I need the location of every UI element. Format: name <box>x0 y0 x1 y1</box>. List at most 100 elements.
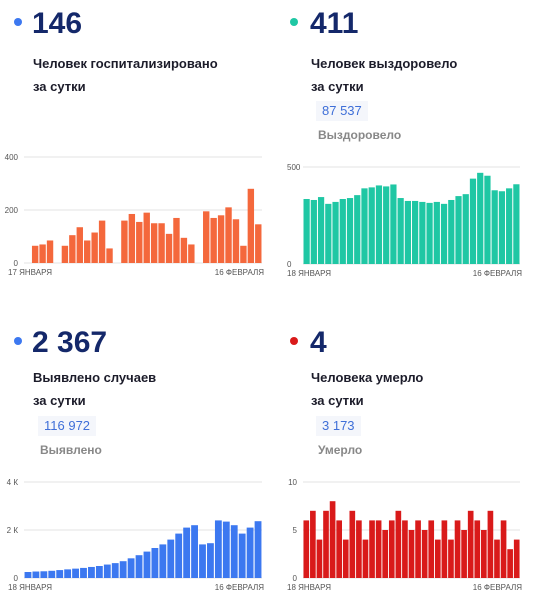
bar <box>362 539 369 578</box>
bar <box>339 199 346 264</box>
bar <box>303 520 310 578</box>
bar <box>382 530 389 578</box>
bar <box>375 520 382 578</box>
bar <box>513 184 520 264</box>
deaths-count: 4 <box>310 326 327 359</box>
bar <box>80 567 87 578</box>
x-start-label: 18 ЯНВАРЯ <box>8 583 52 592</box>
bar <box>106 248 113 263</box>
bar <box>487 510 494 578</box>
bar <box>61 245 69 263</box>
y-tick-label: 500 <box>287 163 301 172</box>
bar <box>404 200 411 264</box>
bar <box>461 530 467 578</box>
bar <box>402 520 408 578</box>
bar <box>415 520 421 578</box>
bar <box>383 186 390 264</box>
bar <box>222 521 230 578</box>
bar <box>303 199 310 264</box>
deaths-label: Человека умерло за сутки <box>311 366 423 412</box>
x-start-label: 17 ЯНВАРЯ <box>8 268 52 277</box>
bar <box>24 572 32 578</box>
bar <box>199 544 206 578</box>
cases-count: 2 367 <box>32 326 108 359</box>
bar <box>151 548 159 578</box>
bar <box>143 551 151 578</box>
bar <box>388 520 395 578</box>
bar <box>454 520 461 578</box>
bar <box>127 558 135 578</box>
bar <box>440 203 448 264</box>
deaths-dot <box>290 337 298 345</box>
bar <box>462 194 469 264</box>
y-tick-label: 200 <box>5 206 19 215</box>
hospitalized-label-line1: Человек госпитализировано <box>33 56 218 71</box>
bar <box>128 213 136 263</box>
x-start-label: 18 ЯНВАРЯ <box>287 269 331 278</box>
bar <box>136 221 143 263</box>
recovered-label: Человек выздоровело за сутки <box>311 52 457 98</box>
bar <box>180 237 188 263</box>
bar <box>310 510 316 578</box>
bar <box>111 563 119 578</box>
recovered-label-line2: за сутки <box>311 79 364 94</box>
x-end-label: 16 ФЕВРАЛЯ <box>215 583 264 592</box>
bar <box>76 227 83 263</box>
bar <box>103 564 111 578</box>
bar <box>232 219 240 263</box>
bar <box>39 244 46 263</box>
y-tick-label: 0 <box>287 260 292 269</box>
bar <box>165 233 173 263</box>
bar <box>434 539 441 578</box>
bar <box>481 530 487 578</box>
bar <box>246 527 254 578</box>
bar <box>183 527 191 578</box>
deaths-label-line2: за сутки <box>311 393 364 408</box>
bar <box>412 200 419 264</box>
bar <box>135 555 143 578</box>
bar <box>217 215 225 263</box>
deaths-total-label: Умерло <box>318 443 363 457</box>
hospitalized-dot <box>14 18 22 26</box>
bar <box>188 244 195 263</box>
cases-total-label: Выявлено <box>40 443 102 457</box>
deaths-label-line1: Человека умерло <box>311 370 424 385</box>
bar <box>428 520 435 578</box>
bar <box>150 223 158 263</box>
bar <box>506 188 513 264</box>
bar <box>491 190 498 264</box>
bar <box>230 525 238 578</box>
bar <box>421 530 428 578</box>
bar <box>158 223 165 263</box>
bar <box>336 520 342 578</box>
bar <box>46 240 54 263</box>
recovered-total-label: Выздоровело <box>318 128 402 142</box>
bar <box>310 199 317 264</box>
bar <box>69 235 76 263</box>
bar <box>369 520 375 578</box>
hospitalized-label-line2: за сутки <box>33 79 86 94</box>
bar <box>240 245 247 263</box>
bar <box>408 530 415 578</box>
x-end-label: 16 ФЕВРАЛЯ <box>473 583 522 592</box>
recovered-dot <box>290 18 298 26</box>
bar <box>356 520 362 578</box>
bar <box>498 191 506 264</box>
y-tick-label: 0 <box>293 574 298 583</box>
bar <box>72 568 79 578</box>
bar <box>48 570 56 578</box>
bar <box>354 195 361 264</box>
cases-dot <box>14 337 22 345</box>
x-end-label: 16 ФЕВРАЛЯ <box>215 268 264 277</box>
bar <box>175 533 183 578</box>
y-tick-label: 400 <box>5 153 19 162</box>
recovered-count: 411 <box>310 7 359 40</box>
bar <box>40 571 48 578</box>
bar <box>254 521 262 578</box>
bar <box>173 217 180 263</box>
bar <box>419 201 426 264</box>
bar <box>191 525 198 578</box>
bar <box>325 203 332 264</box>
bar <box>346 198 354 264</box>
